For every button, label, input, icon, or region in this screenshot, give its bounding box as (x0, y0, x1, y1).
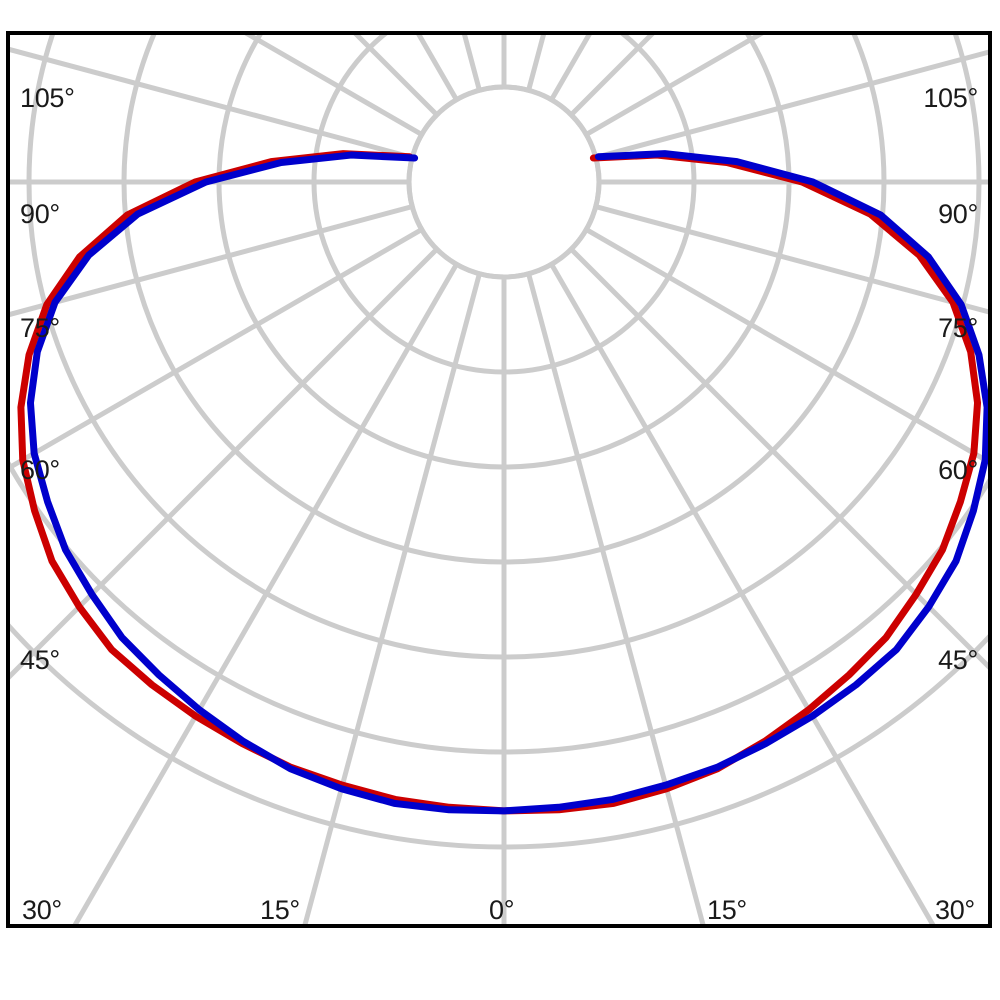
axis-label-left-105: 105° (20, 83, 75, 113)
polar-plot-canvas (10, 35, 988, 924)
axis-label-left-60: 60° (20, 455, 60, 485)
axis-label-right-105: 105° (923, 83, 978, 113)
polar-chart-frame: 105° 90° 75° 60° 45° 105° 90° 75° 60° 45… (6, 31, 992, 928)
axis-label-bottom-15-left: 15° (260, 895, 300, 925)
polar-curves (17, 150, 988, 815)
axis-label-bottom-0: 0° (489, 895, 515, 925)
axis-label-bottom-15-right: 15° (707, 895, 747, 925)
axis-label-left-90: 90° (20, 199, 60, 229)
axis-label-left-75: 75° (20, 313, 60, 343)
axis-label-bottom-30-left: 30° (22, 895, 62, 925)
axis-label-right-60: 60° (938, 455, 978, 485)
axis-label-bottom-30-right: 30° (935, 895, 975, 925)
axis-label-right-90: 90° (938, 199, 978, 229)
polar-grid (10, 35, 988, 924)
axis-label-right-45: 45° (938, 645, 978, 675)
axis-label-left-45: 45° (20, 645, 60, 675)
axis-label-right-75: 75° (938, 313, 978, 343)
